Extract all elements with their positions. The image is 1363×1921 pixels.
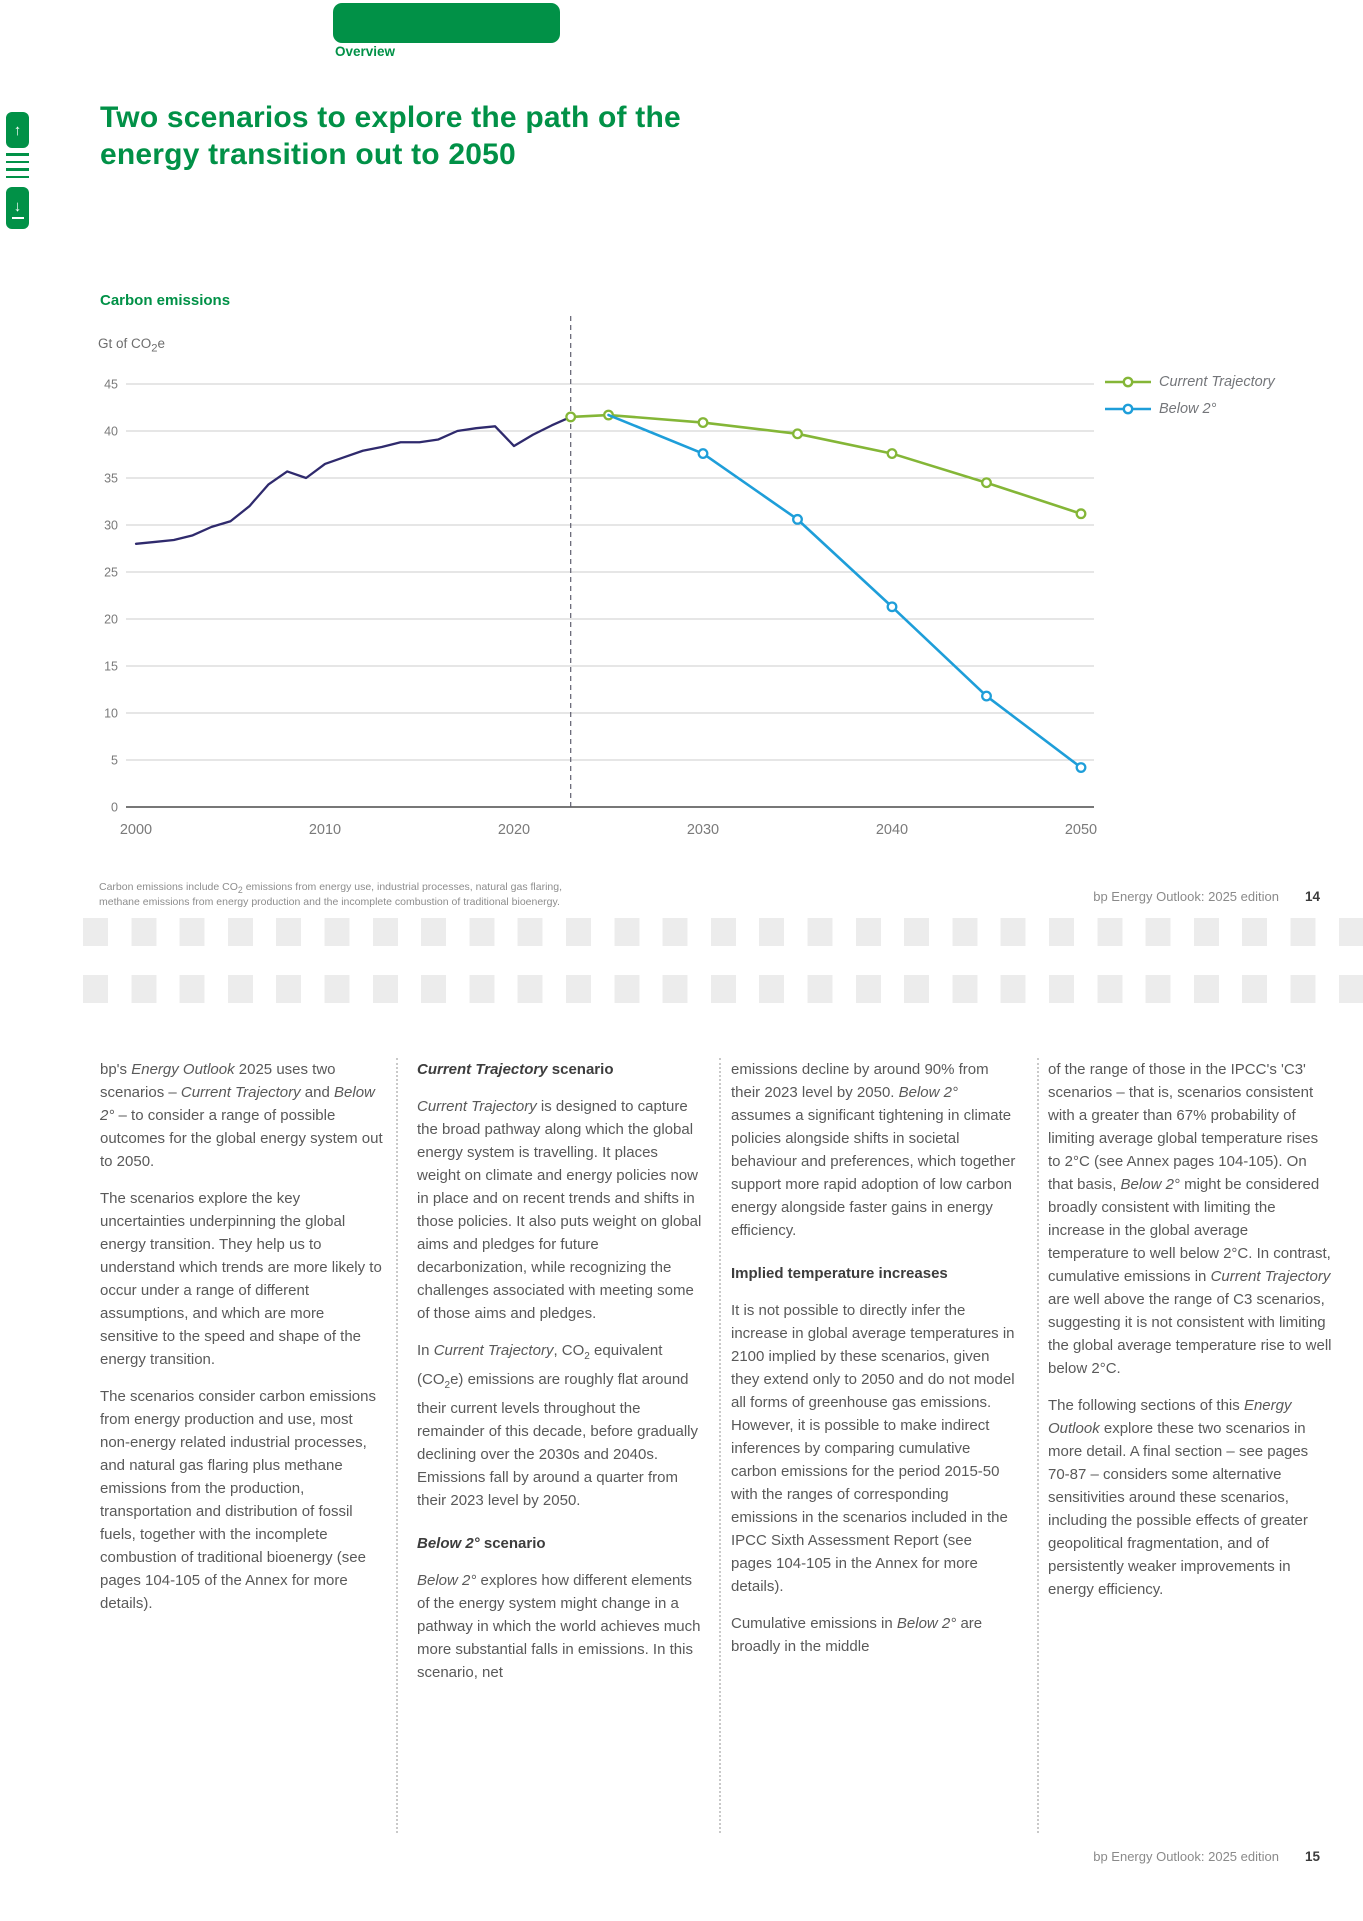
stripes-icon: [6, 153, 29, 183]
page-footer-top: bp Energy Outlook: 2025 edition 14: [1093, 889, 1320, 904]
legend-marker-below-2: [1105, 403, 1151, 415]
footer-text: bp Energy Outlook: 2025 edition: [1093, 1849, 1279, 1864]
paragraph: bp's Energy Outlook 2025 uses two scenar…: [100, 1061, 383, 1170]
y-tick-label: 35: [104, 472, 118, 486]
subheading: Current Trajectory scenario: [417, 1061, 614, 1078]
page-title-line1: Two scenarios to explore the path of the: [100, 101, 681, 134]
x-tick-label: 2050: [1065, 822, 1097, 838]
legend-label-current-trajectory: Current Trajectory: [1159, 374, 1275, 390]
page-title-line2: energy transition out to 2050: [100, 138, 516, 171]
x-tick-label: 2010: [309, 822, 341, 838]
paragraph: The scenarios explore the key uncertaint…: [100, 1190, 382, 1368]
page-footer-bottom: bp Energy Outlook: 2025 edition 15: [1093, 1849, 1320, 1864]
squares-band-row1: [83, 918, 1363, 946]
y-tick-label: 0: [111, 801, 118, 815]
paragraph: It is not possible to directly infer the…: [731, 1302, 1015, 1595]
legend-label-below-2: Below 2°: [1159, 401, 1217, 417]
body-column-4: of the range of those in the IPCC's 'C3'…: [1048, 1058, 1333, 1615]
body-column-1: bp's Energy Outlook 2025 uses two scenar…: [100, 1058, 385, 1629]
paragraph: Cumulative emissions in Below 2° are bro…: [731, 1615, 983, 1655]
arrow-up-icon[interactable]: ↑: [6, 112, 29, 148]
chart-footnote: Carbon emissions include CO2 emissions f…: [99, 881, 562, 908]
section-tab: [333, 3, 560, 43]
body-column-2: Current Trajectory scenario Current Traje…: [417, 1058, 702, 1698]
body-column-3: emissions decline by around 90% from the…: [731, 1058, 1016, 1672]
page-number: 14: [1304, 889, 1320, 904]
page-title: Two scenarios to explore the path of the…: [100, 99, 800, 173]
y-tick-label: 25: [104, 566, 118, 580]
legend-item-below-2: Below 2°: [1105, 400, 1216, 418]
y-tick-label: 45: [104, 378, 118, 392]
chart-footnote-line1: Carbon emissions include CO2 emissions f…: [99, 881, 563, 896]
subheading: Implied temperature increases: [731, 1265, 948, 1282]
y-tick-label: 5: [111, 754, 118, 768]
x-tick-label: 2000: [120, 822, 152, 838]
squares-band-row2: [83, 975, 1363, 1003]
legend-item-current-trajectory: Current Trajectory: [1105, 373, 1275, 391]
paragraph: The scenarios consider carbon emissions …: [100, 1388, 376, 1612]
page-number: 15: [1304, 1849, 1320, 1864]
paragraph: emissions decline by around 90% from the…: [731, 1061, 1016, 1239]
y-tick-label: 10: [104, 707, 118, 721]
legend-marker-current-trajectory: [1105, 376, 1151, 388]
chart-footnote-line2: methane emissions from energy production…: [99, 896, 560, 909]
y-tick-label: 40: [104, 425, 118, 439]
y-tick-label: 30: [104, 519, 118, 533]
arrow-down-icon[interactable]: ↓: [6, 187, 29, 229]
footer-text: bp Energy Outlook: 2025 edition: [1093, 889, 1279, 904]
column-separator-2: [719, 1058, 721, 1833]
column-separator-3: [1037, 1058, 1039, 1833]
section-tab-label: Overview: [335, 44, 396, 59]
paragraph: Below 2° explores how different elements…: [417, 1572, 701, 1681]
y-tick-label: 15: [104, 660, 118, 674]
x-tick-label: 2020: [498, 822, 530, 838]
paragraph: The following sections of this Energy Ou…: [1048, 1397, 1309, 1598]
chart-title: Carbon emissions: [100, 292, 231, 309]
column-separator-1: [396, 1058, 398, 1833]
x-tick-label: 2030: [687, 822, 719, 838]
x-tick-label: 2040: [876, 822, 908, 838]
chart-unit-label: Gt of CO2e: [98, 336, 166, 355]
paragraph: Current Trajectory is designed to captur…: [417, 1098, 702, 1322]
paragraph: of the range of those in the IPCC's 'C3'…: [1048, 1061, 1332, 1377]
emissions-chart: 0 5 10 15 20 25 30 35 40 45 2000 2010 2020 2030 2040 20…: [104, 316, 1097, 838]
y-tick-label: 20: [104, 613, 118, 627]
paragraph: In Current Trajectory, CO2 equivalent (C…: [417, 1342, 699, 1509]
subheading: Below 2° scenario: [417, 1535, 546, 1552]
